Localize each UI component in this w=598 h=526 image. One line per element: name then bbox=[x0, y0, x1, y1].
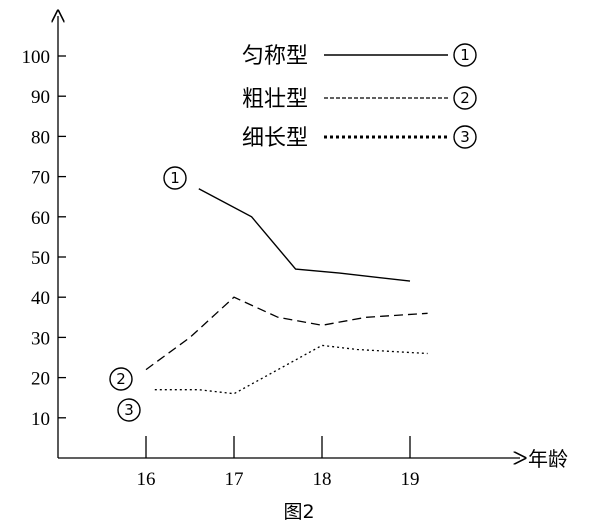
y-tick-label: 30 bbox=[31, 328, 50, 349]
x-tick-label: 18 bbox=[313, 469, 332, 490]
marker-number: 1 bbox=[460, 46, 470, 64]
x-tick-label: 19 bbox=[401, 469, 420, 490]
legend-label: 粗壮型 bbox=[242, 87, 308, 112]
x-tick-label: 16 bbox=[137, 469, 156, 490]
legend-label: 细长型 bbox=[242, 126, 308, 151]
series-line-1 bbox=[198, 188, 411, 282]
y-tick-label: 20 bbox=[31, 369, 50, 390]
figure-caption: 图2 bbox=[283, 501, 314, 523]
y-tick-label: 10 bbox=[31, 409, 50, 430]
y-tick-label: 40 bbox=[31, 288, 50, 309]
y-tick-label: 50 bbox=[31, 248, 50, 269]
y-tick-label: 90 bbox=[31, 87, 50, 108]
marker-circle bbox=[453, 86, 477, 110]
x-tick-label: 17 bbox=[225, 469, 244, 490]
series-line-2 bbox=[145, 296, 428, 371]
marker-number: 1 bbox=[170, 169, 180, 187]
y-tick-label: 70 bbox=[31, 168, 50, 189]
legend: 匀称型 1 粗壮型 2 细长型 3 bbox=[242, 43, 477, 151]
legend-marker: 3 bbox=[453, 125, 477, 149]
marker-circle bbox=[453, 43, 477, 67]
legend-marker: 1 bbox=[453, 43, 477, 67]
y-axis-ticks: 10 20 30 40 50 60 70 80 90 100 bbox=[22, 47, 66, 430]
legend-item-1: 匀称型 1 bbox=[242, 43, 477, 69]
legend-marker: 2 bbox=[453, 86, 477, 110]
y-tick-label: 100 bbox=[22, 47, 51, 68]
series-marker-3: 3 bbox=[117, 398, 141, 422]
marker-circle bbox=[453, 125, 477, 149]
marker-number: 3 bbox=[124, 401, 134, 419]
axes bbox=[58, 16, 520, 458]
marker-circle bbox=[163, 166, 187, 190]
marker-number: 2 bbox=[460, 89, 470, 107]
marker-number: 2 bbox=[116, 370, 126, 388]
marker-circle bbox=[117, 398, 141, 422]
x-axis-ticks: 16 17 18 19 bbox=[137, 436, 420, 490]
marker-circle bbox=[109, 367, 133, 391]
legend-item-2: 粗壮型 2 bbox=[242, 86, 477, 112]
legend-label: 匀称型 bbox=[242, 44, 308, 69]
series-line-3 bbox=[154, 344, 428, 395]
y-tick-label: 80 bbox=[31, 127, 50, 148]
legend-item-3: 细长型 3 bbox=[242, 125, 477, 151]
marker-number: 3 bbox=[460, 128, 470, 146]
y-tick-label: 60 bbox=[31, 208, 50, 229]
series-marker-2: 2 bbox=[109, 367, 133, 391]
series-layer: 1 2 3 bbox=[109, 166, 428, 422]
series-marker-1: 1 bbox=[163, 166, 187, 190]
x-axis-label: 年龄 bbox=[528, 447, 568, 471]
